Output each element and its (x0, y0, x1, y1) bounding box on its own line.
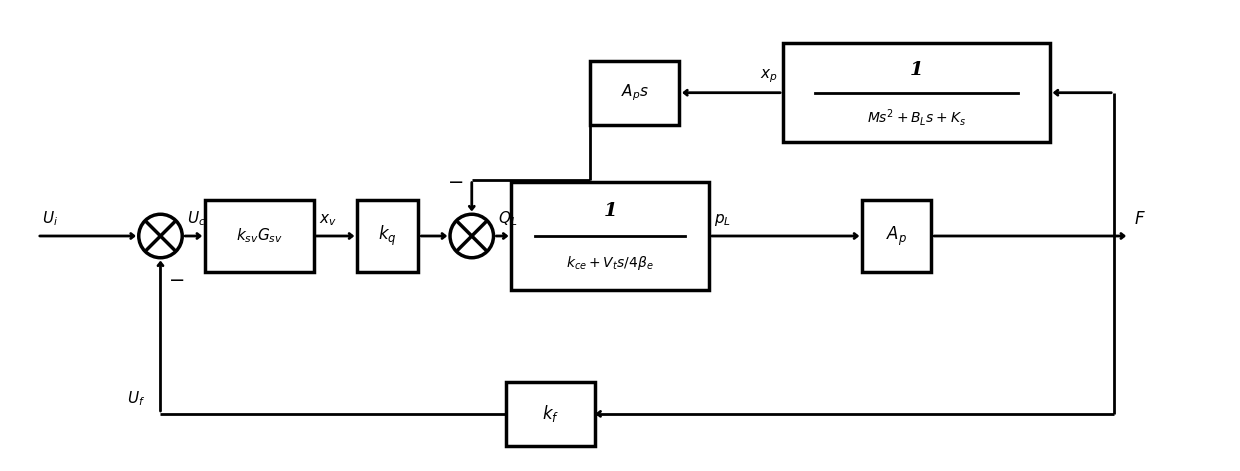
Text: $x_v$: $x_v$ (319, 212, 336, 228)
FancyBboxPatch shape (205, 201, 314, 272)
Text: $U_c$: $U_c$ (187, 210, 206, 228)
Circle shape (450, 214, 494, 258)
FancyBboxPatch shape (511, 182, 709, 290)
Text: 1: 1 (604, 202, 618, 220)
Text: $-$: $-$ (448, 171, 464, 189)
FancyBboxPatch shape (590, 61, 680, 125)
Text: $k_{ce}+V_t s/4\beta_e$: $k_{ce}+V_t s/4\beta_e$ (567, 254, 653, 272)
Text: $U_f$: $U_f$ (128, 389, 145, 408)
Text: $k_f$: $k_f$ (542, 403, 559, 424)
Text: $k_q$: $k_q$ (378, 224, 397, 248)
Text: $F$: $F$ (1133, 211, 1146, 228)
Text: $Q_L$: $Q_L$ (498, 210, 518, 228)
Text: $-$: $-$ (169, 269, 185, 288)
Circle shape (139, 214, 182, 258)
Text: 1: 1 (910, 61, 924, 79)
FancyBboxPatch shape (506, 382, 595, 446)
Text: $x_p$: $x_p$ (760, 67, 779, 85)
Text: $U_i$: $U_i$ (42, 210, 58, 228)
Text: $A_p$: $A_p$ (887, 224, 908, 248)
Text: $p_L$: $p_L$ (714, 212, 730, 228)
FancyBboxPatch shape (862, 201, 931, 272)
FancyBboxPatch shape (357, 201, 418, 272)
FancyBboxPatch shape (782, 43, 1050, 142)
Text: $A_p s$: $A_p s$ (621, 82, 649, 103)
Text: $Ms^2+B_L s+K_s$: $Ms^2+B_L s+K_s$ (867, 107, 966, 128)
Text: $k_{sv}G_{sv}$: $k_{sv}G_{sv}$ (236, 227, 283, 245)
